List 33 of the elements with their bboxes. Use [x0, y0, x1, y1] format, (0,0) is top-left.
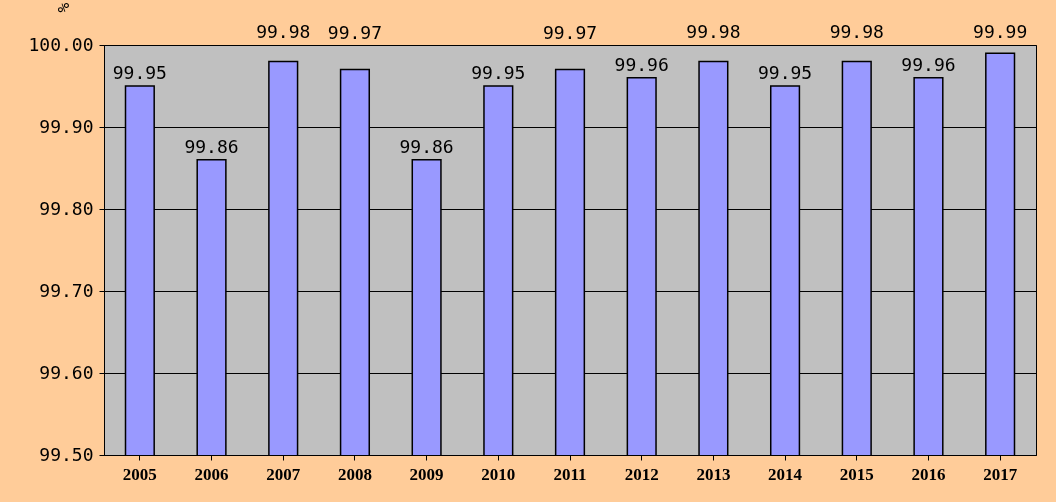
data-label: 99.86: [184, 135, 239, 157]
y-tick-label: 99.80: [39, 197, 94, 219]
x-tick-label: 2011: [553, 464, 587, 484]
x-tick-label: 2009: [409, 464, 444, 484]
data-label: 99.96: [614, 53, 669, 75]
y-tick-label: 99.90: [39, 115, 94, 137]
x-tick-label: 2005: [122, 464, 157, 484]
x-tick-label: 2007: [266, 464, 301, 484]
y-axis-title: %: [53, 2, 73, 13]
y-tick-label: 100.00: [28, 33, 94, 55]
data-label: 99.98: [829, 21, 884, 43]
data-label: 99.95: [471, 62, 526, 83]
y-tick-label: 99.50: [39, 443, 94, 465]
x-tick-label: 2017: [983, 464, 1018, 484]
x-tick-label: 2012: [624, 464, 659, 484]
data-label: 99.95: [757, 62, 813, 83]
data-label: 99.95: [112, 62, 167, 83]
data-label: 99.97: [327, 21, 383, 43]
data-label: 99.98: [686, 21, 741, 43]
y-tick-label: 99.70: [39, 279, 94, 301]
y-tick-label: 99.60: [39, 361, 94, 383]
x-tick-label: 2016: [911, 464, 946, 484]
data-label: 99.99: [973, 21, 1028, 43]
data-label: 99.97: [542, 21, 598, 43]
x-tick-label: 2014: [768, 464, 803, 484]
data-label: 99.96: [901, 53, 956, 75]
data-label: 99.98: [256, 21, 311, 43]
x-tick-label: 2015: [839, 464, 874, 484]
x-tick-label: 2010: [481, 464, 516, 484]
data-label: 99.86: [399, 135, 454, 157]
x-tick-label: 2013: [696, 464, 731, 484]
x-tick-label: 2008: [337, 464, 372, 484]
x-tick-label: 2006: [194, 464, 229, 484]
